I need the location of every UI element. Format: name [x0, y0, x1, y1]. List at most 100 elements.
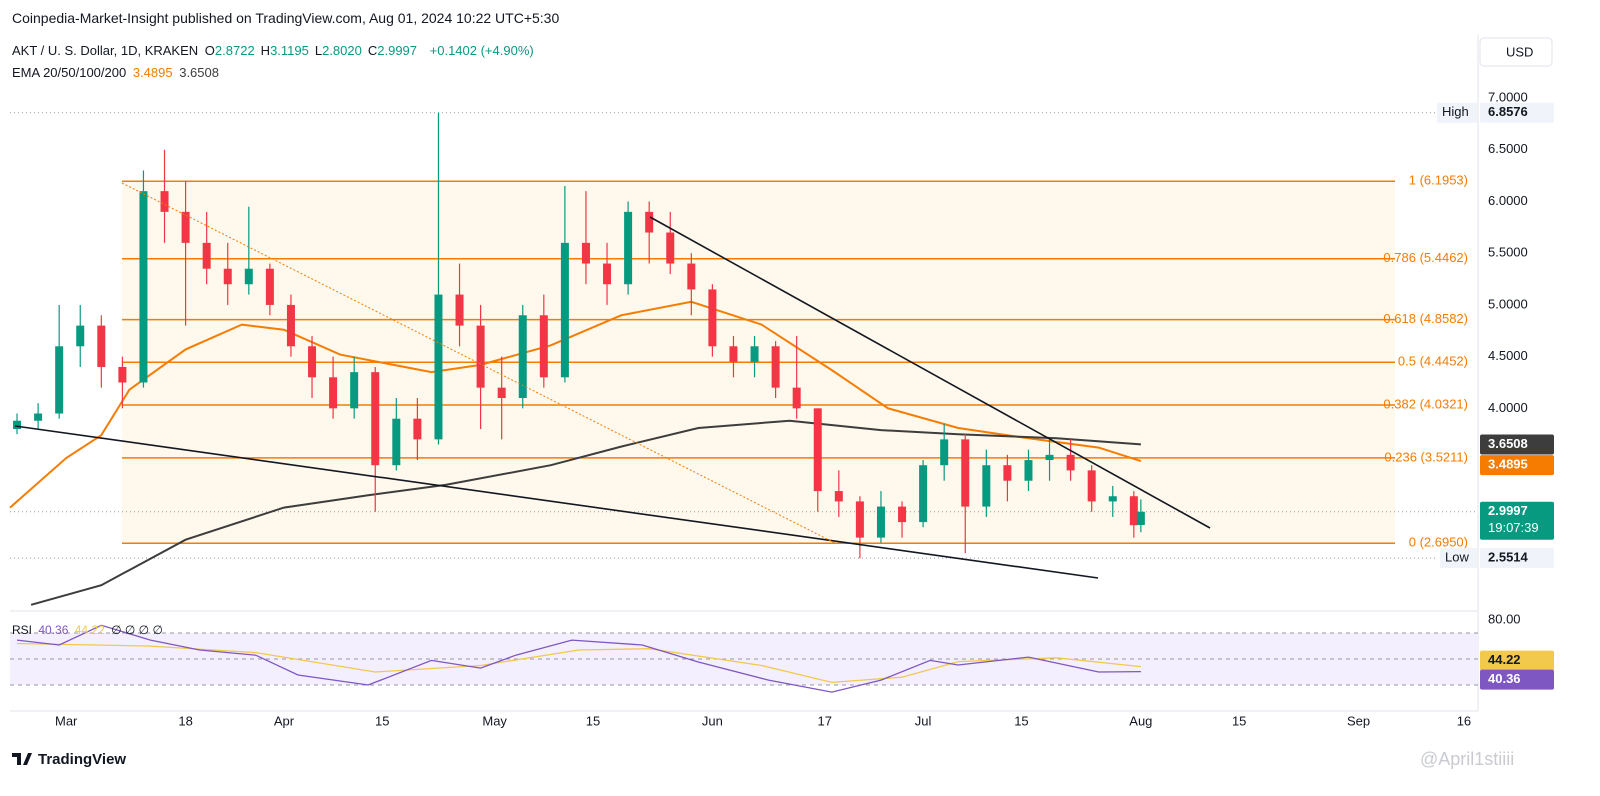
ema-value: 3.4895: [132, 65, 173, 80]
candle-body: [666, 232, 675, 264]
brand: TradingView: [38, 751, 126, 768]
candle-body: [1066, 454, 1075, 471]
y-tick-label: 7.0000: [1488, 90, 1528, 105]
candle-body: [371, 372, 380, 466]
low-label: Low: [1445, 550, 1469, 565]
candle-body: [55, 346, 64, 414]
x-tick-label: Apr: [274, 713, 295, 728]
y-tick-label: 80.00: [1488, 611, 1521, 626]
x-tick-label: Aug: [1129, 713, 1152, 728]
indicator: EMA 20/50/100/200: [12, 65, 127, 80]
symbol: AKT / U. S. Dollar, 1D, KRAKEN: [12, 43, 199, 58]
candle-body: [1024, 460, 1033, 481]
y-tick-label: 5.5000: [1488, 245, 1528, 260]
ema-value: 3.6508: [179, 65, 219, 80]
candle-body: [455, 294, 464, 326]
fib-label: 1 (6.1953): [1409, 173, 1468, 188]
rsi-band: [10, 633, 1478, 686]
high-value: 6.8576: [1488, 104, 1528, 119]
candle-body: [286, 304, 295, 347]
ohlc-value: 2.9997: [377, 43, 418, 58]
candle-body: [76, 325, 85, 347]
candle-body: [539, 315, 548, 378]
rsi-badge-bg: [1480, 669, 1554, 690]
change: +0.1402 (+4.90%): [429, 43, 534, 58]
fib-diagonal: [121, 182, 836, 544]
candle-body: [603, 263, 612, 285]
candle-body: [1129, 496, 1138, 526]
candle-body: [834, 491, 843, 502]
candle-body: [1045, 454, 1054, 461]
candle-body: [118, 366, 127, 383]
candle-body: [1136, 511, 1145, 525]
ohlc-value: 3.1195: [270, 43, 309, 58]
candle-body: [434, 294, 443, 440]
y-tick-label: 5.0000: [1488, 296, 1528, 311]
currency-button[interactable]: [1479, 37, 1553, 67]
x-tick-label: 16: [1457, 713, 1471, 728]
candle-body: [518, 315, 527, 398]
candle-body: [729, 346, 738, 362]
candle-body: [476, 325, 485, 388]
candle-body: [202, 242, 211, 269]
candle-body: [645, 211, 654, 233]
indicator-line: [30, 419, 1141, 606]
high-label: High: [1442, 104, 1469, 119]
rsi-value: 40.36: [38, 623, 69, 637]
x-tick-label: May: [482, 713, 507, 728]
ohlc: O2.8722 H3.1195 L2.8020 C2.9997: [205, 43, 423, 58]
indicator-line: [16, 642, 1141, 684]
candle-body: [708, 289, 717, 347]
rsi-ma-badge-bg: [1480, 650, 1554, 671]
candle-body: [1087, 470, 1096, 502]
currency: USD: [1506, 44, 1533, 59]
last-price: 2.9997: [1488, 503, 1528, 518]
low-value: 2.5514: [1488, 550, 1529, 565]
high-value-bg: [1480, 102, 1554, 123]
rsi-badge: 40.36: [1488, 671, 1521, 686]
publisher: Coinpedia-Market-Insight published on Tr…: [12, 10, 560, 26]
ohlc-label: C: [367, 43, 378, 58]
x-tick-label: Jul: [915, 713, 932, 728]
watermark: @April1stiiii: [1420, 749, 1514, 769]
indicator-legend: EMA 20/50/100/200 3.4895 3.6508: [12, 65, 222, 80]
x-tick-label: 15: [1014, 713, 1028, 728]
x-tick-label: 15: [1232, 713, 1246, 728]
ohlc-label: H: [260, 43, 271, 58]
candle-body: [876, 506, 885, 538]
candle-body: [308, 346, 317, 378]
candle-body: [919, 465, 928, 523]
y-tick-label: 6.0000: [1488, 193, 1528, 208]
indicator-line: [16, 624, 1141, 693]
countdown: 19:07:39: [1488, 520, 1539, 535]
ohlc-label: L: [314, 43, 323, 58]
candle-body: [624, 211, 633, 285]
candle-body: [97, 325, 106, 367]
candle-body: [687, 263, 696, 290]
candle-body: [771, 346, 780, 388]
symbol-legend: AKT / U. S. Dollar, 1D, KRAKEN O2.8722 H3…: [12, 43, 537, 58]
candle-body: [223, 268, 232, 285]
fib-label: 0.786 (5.4462): [1383, 250, 1468, 265]
candle-body: [961, 439, 970, 507]
price-pane: [9, 112, 1478, 693]
candle-body: [244, 268, 253, 285]
candle-body: [181, 211, 190, 243]
candle-body: [350, 372, 359, 409]
candle-body: [813, 408, 822, 492]
rsi-title: RSI: [12, 623, 33, 637]
candle-body: [855, 501, 864, 538]
candle-body: [34, 413, 43, 421]
candle-body: [329, 377, 338, 409]
ohlc-label: O: [204, 43, 215, 58]
candle-body: [497, 387, 506, 398]
last-price-bg: [1480, 501, 1554, 540]
x-tick-label: Sep: [1347, 713, 1370, 728]
logo: [12, 753, 32, 765]
ema200-badge-bg: [1480, 434, 1554, 455]
rsi-ma-value: 44.22: [74, 623, 105, 637]
x-tick-label: Jun: [702, 713, 723, 728]
rsi-legend-values: ∅ ∅ ∅ ∅: [111, 623, 163, 637]
